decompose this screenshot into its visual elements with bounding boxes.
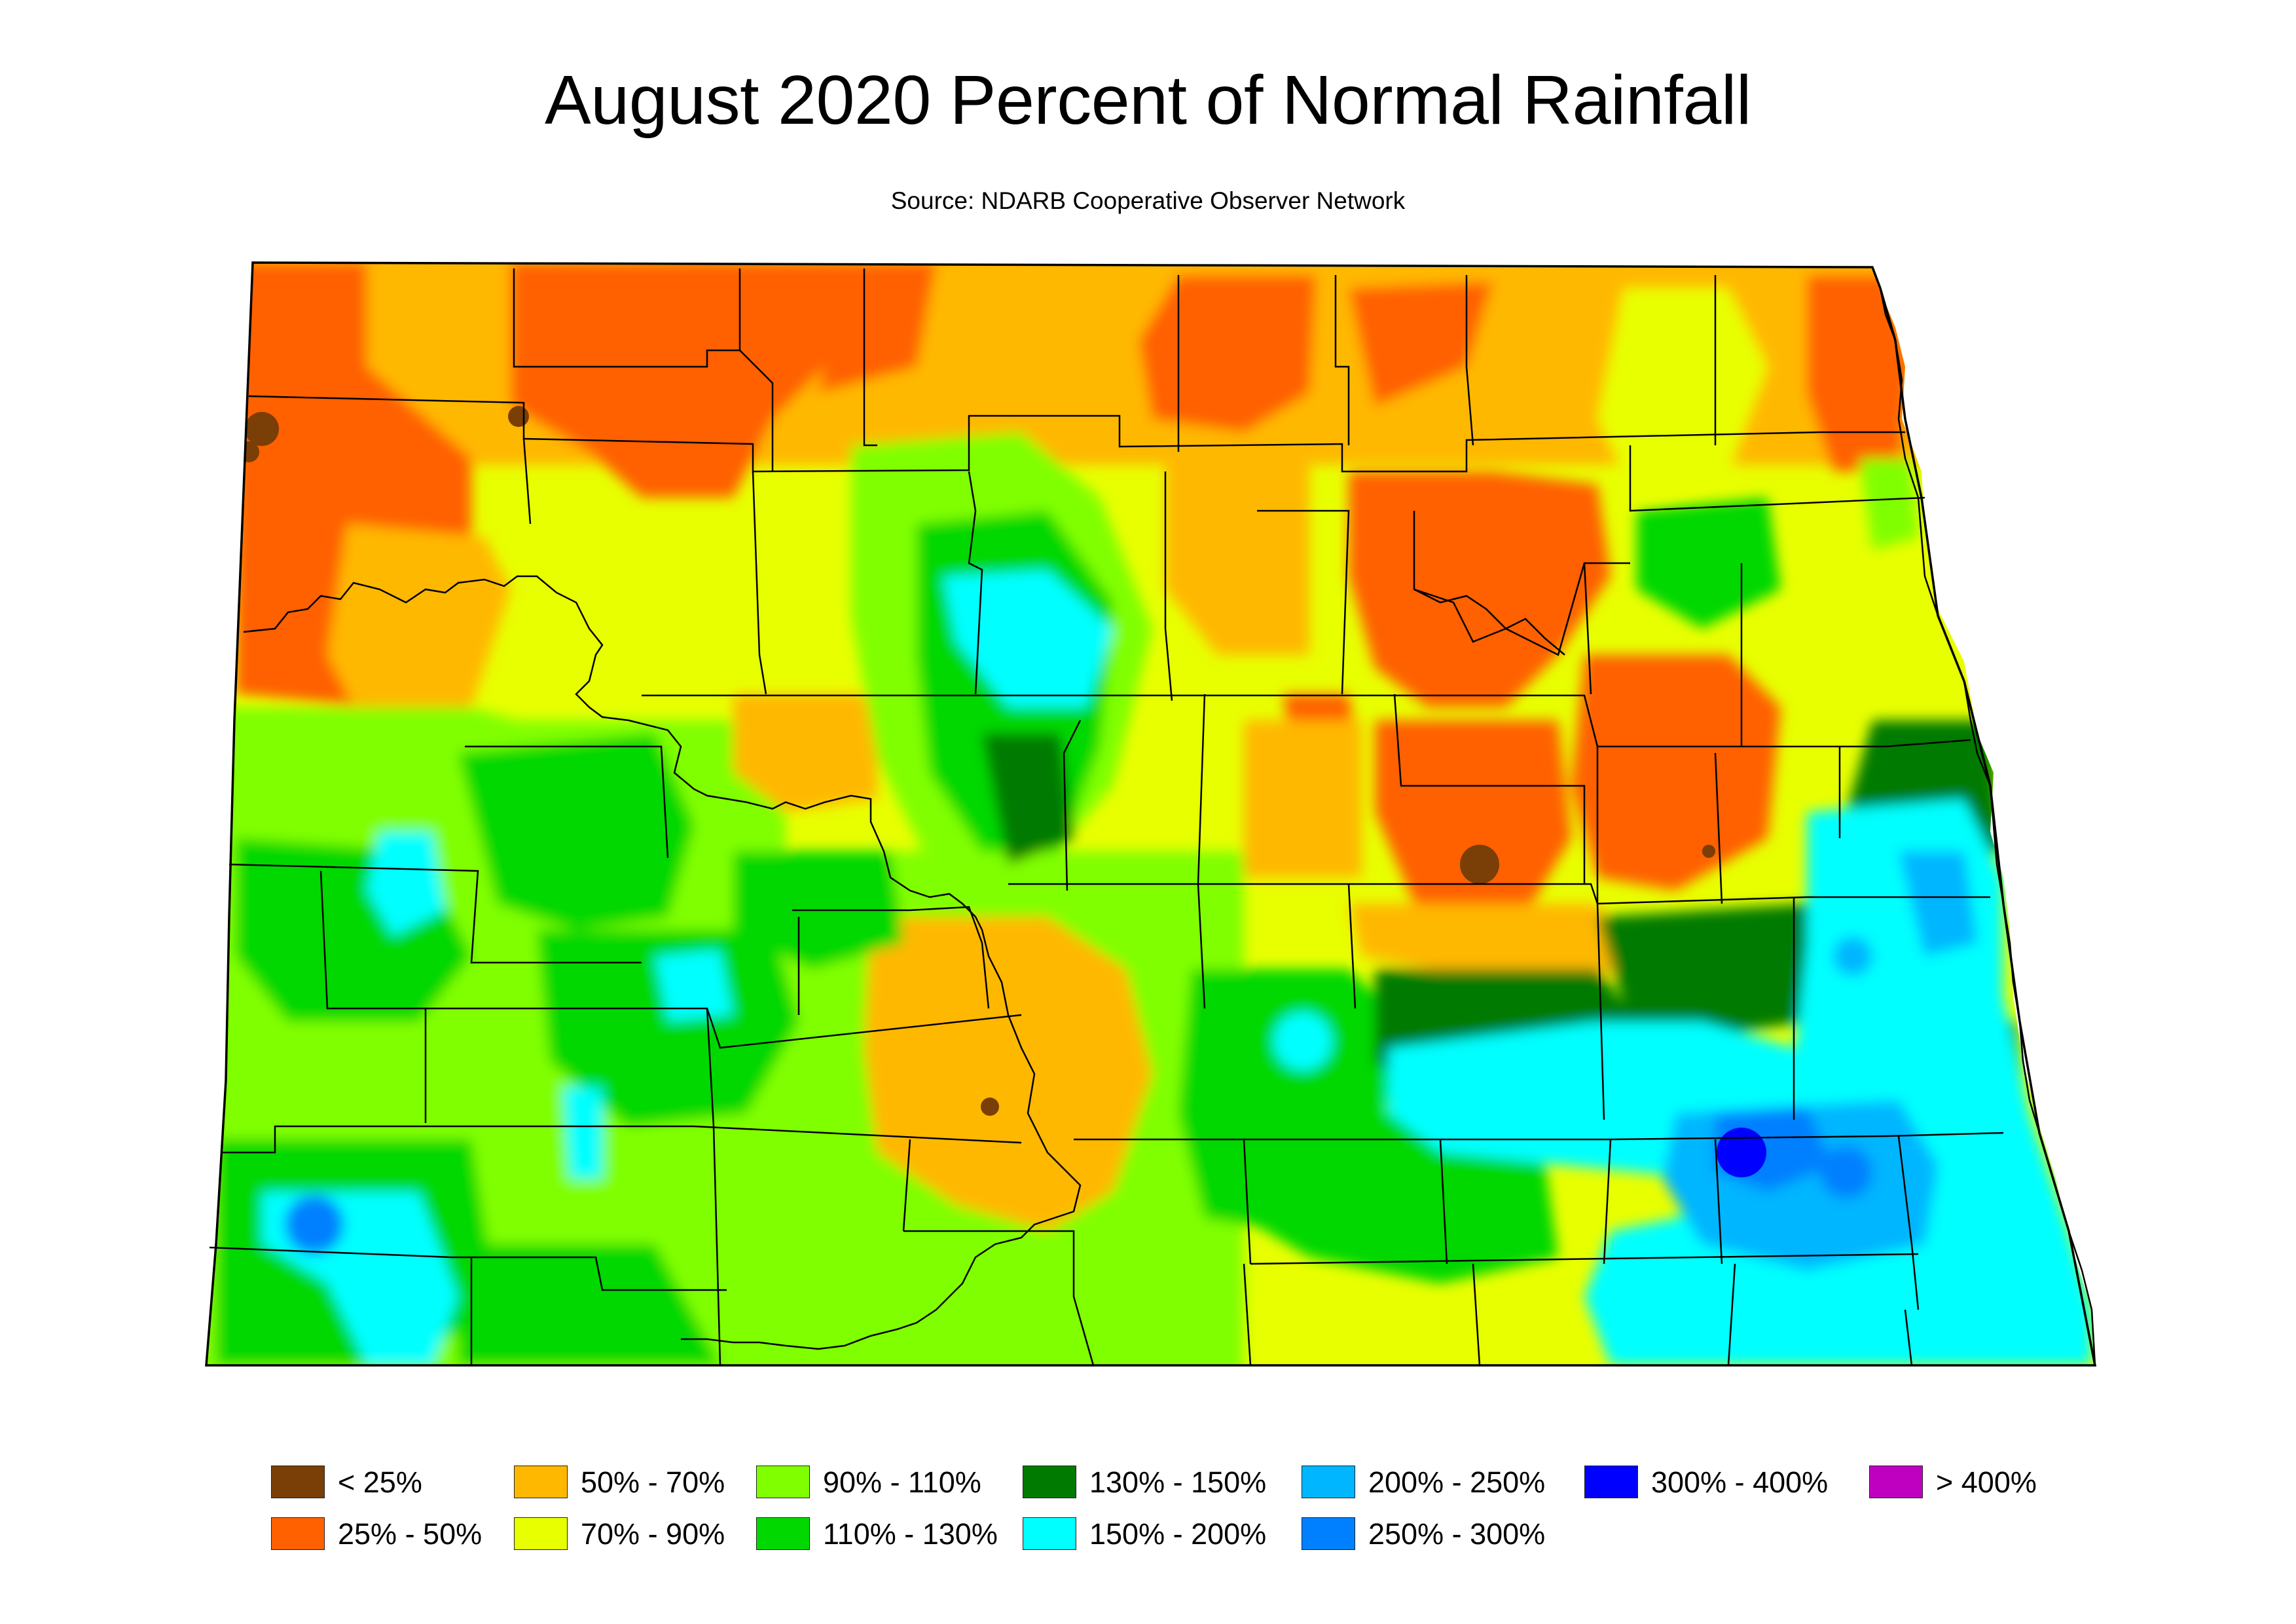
state-outline <box>205 261 2097 1367</box>
map-subtitle: Source: NDARB Cooperative Observer Netwo… <box>890 187 1406 214</box>
county-boundaries <box>209 268 2004 1366</box>
max-rain-spot <box>1717 1128 1766 1177</box>
rainfall-field <box>206 263 2095 1365</box>
map-title: August 2020 Percent of Normal Rainfall <box>545 62 1751 139</box>
